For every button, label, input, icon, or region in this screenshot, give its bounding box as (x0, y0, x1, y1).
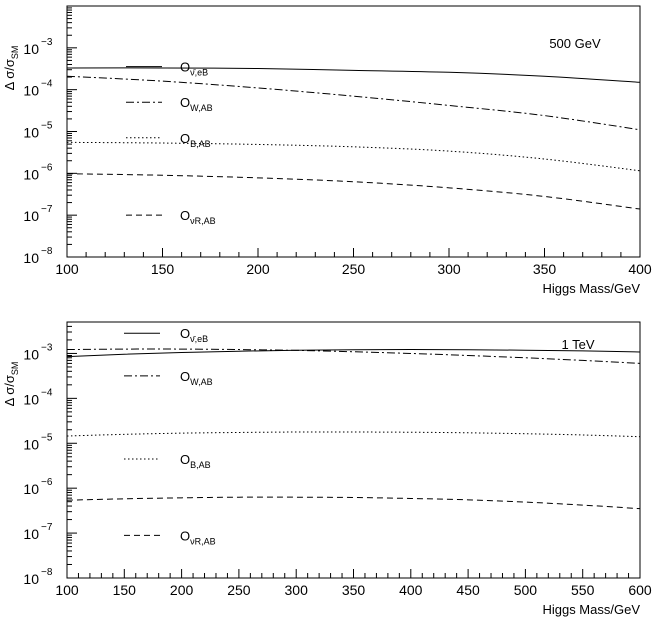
energy-annotation: 500 GeV (549, 36, 601, 51)
y-tick-exponent: −8 (41, 567, 53, 578)
x-tick-label: 350 (342, 582, 366, 598)
y-tick-exponent: −6 (41, 162, 53, 173)
x-tick-label: 100 (55, 261, 79, 277)
x-tick-label: 250 (342, 261, 366, 277)
x-tick-label: 600 (628, 582, 652, 598)
y-tick-label: 10 (23, 526, 39, 542)
legend-label-sub: B,AB (190, 139, 211, 149)
y-tick-exponent: −3 (41, 342, 53, 353)
y-tick-label: 10 (23, 436, 39, 452)
y-tick-label: 10 (23, 41, 39, 57)
y-tick-label: 10 (23, 481, 39, 497)
x-tick-label: 150 (113, 582, 137, 598)
x-tick-label: 300 (437, 261, 461, 277)
y-axis-title-sub: SM (10, 46, 20, 60)
y-tick-exponent: −5 (41, 121, 53, 132)
y-tick-exponent: −4 (41, 387, 53, 398)
y-tick-label: 10 (23, 250, 39, 266)
legend-label-sub: B,AB (190, 460, 211, 470)
x-tick-label: 350 (533, 261, 557, 277)
legend-label-3: OB,AB (180, 131, 211, 149)
legend-label-1: Oν̄,eB (180, 60, 208, 78)
legend-label-sub: νR,AB (190, 216, 216, 226)
legend-label-sub: ν̄,eB (190, 334, 208, 344)
x-tick-label: 200 (246, 261, 270, 277)
x-tick-label: 550 (571, 582, 595, 598)
series-line-4 (66, 173, 641, 210)
x-tick-label: 200 (170, 582, 194, 598)
legend-label-sub: W,AB (190, 103, 213, 113)
y-tick-label: 10 (23, 346, 39, 362)
x-axis-title: Higgs Mass/GeV (542, 602, 640, 617)
y-tick-exponent: −3 (41, 37, 53, 48)
x-tick-label: 500 (514, 582, 538, 598)
legend-label-sub: ν̄,eB (190, 68, 208, 78)
plot-frame (66, 321, 641, 579)
y-tick-label: 10 (23, 83, 39, 99)
series-line-1 (66, 349, 641, 358)
y-tick-exponent: −8 (41, 246, 53, 257)
legend-label-sub: W,AB (190, 377, 213, 387)
legend-label-4: OνR,AB (180, 208, 216, 226)
x-tick-label: 300 (285, 582, 309, 598)
legend-label-1: Oν̄,eB (180, 326, 208, 344)
y-tick-label: 10 (23, 208, 39, 224)
y-tick-label: 10 (23, 571, 39, 587)
legend-label-2: OW,AB (180, 95, 213, 113)
energy-annotation: 1 TeV (561, 337, 594, 352)
x-tick-label: 150 (151, 261, 175, 277)
y-axis-title-sub: SM (10, 362, 20, 376)
y-tick-exponent: −7 (41, 204, 53, 215)
legend-label-4: OνR,AB (180, 528, 216, 546)
y-tick-exponent: −6 (41, 477, 53, 488)
y-tick-exponent: −7 (41, 522, 53, 533)
y-tick-exponent: −4 (41, 79, 53, 90)
y-tick-exponent: −5 (41, 432, 53, 443)
series-line-4 (66, 496, 641, 510)
x-axis-title: Higgs Mass/GeV (542, 281, 640, 296)
series-line-1 (66, 67, 641, 83)
x-tick-label: 450 (456, 582, 480, 598)
x-tick-label: 400 (399, 582, 423, 598)
x-tick-label: 250 (227, 582, 251, 598)
x-tick-label: 400 (628, 261, 652, 277)
y-axis-title: Δ σ/σSM (2, 46, 20, 91)
y-axis-title: Δ σ/σSM (2, 362, 20, 407)
y-tick-label: 10 (23, 391, 39, 407)
legend-label-3: OB,AB (180, 452, 211, 470)
y-tick-label: 10 (23, 125, 39, 141)
y-tick-label: 10 (23, 166, 39, 182)
legend-label-2: OW,AB (180, 369, 213, 387)
series-line-2 (66, 348, 641, 364)
x-tick-label: 100 (55, 582, 79, 598)
series-line-3 (66, 141, 641, 172)
legend-label-sub: νR,AB (190, 536, 216, 546)
series-line-3 (66, 431, 641, 438)
series-line-2 (66, 75, 641, 131)
